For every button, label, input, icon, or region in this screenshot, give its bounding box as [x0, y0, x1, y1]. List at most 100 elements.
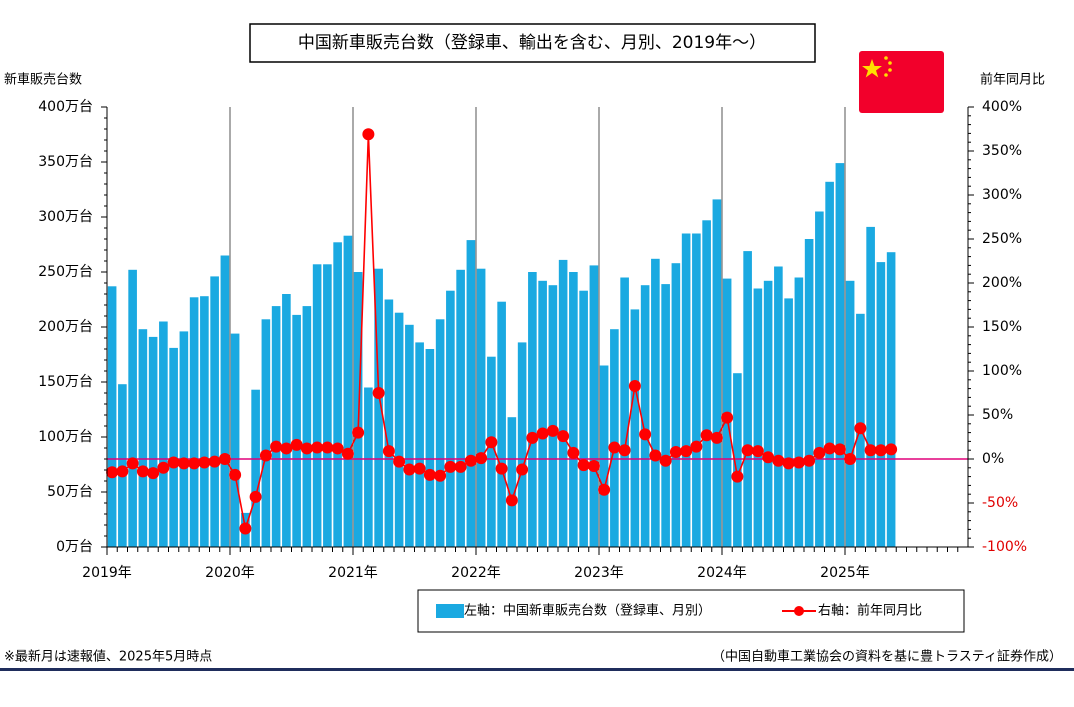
yoy-point	[762, 451, 775, 464]
y2-axis-title: 前年同月比	[980, 72, 1045, 88]
y-tick-label: 200万台	[38, 319, 93, 335]
y2-tick-label: 0%	[982, 451, 1004, 467]
yoy-point	[270, 440, 283, 453]
yoy-point	[782, 457, 795, 470]
chart-title: 中国新車販売台数（登録車、輸出を含む、月別、2019年～）	[298, 33, 766, 53]
yoy-point	[403, 463, 416, 476]
yoy-point	[751, 445, 764, 458]
legend-swatch	[794, 606, 804, 616]
bar	[661, 284, 670, 547]
bar	[558, 259, 568, 547]
yoy-point	[239, 522, 252, 535]
yoy-point	[321, 441, 334, 454]
bar	[384, 299, 394, 547]
bar	[733, 373, 742, 547]
yoy-point	[546, 424, 559, 437]
yoy-point	[382, 445, 395, 458]
yoy-point	[311, 441, 324, 454]
yoy-point	[792, 456, 805, 469]
y-tick-label: 250万台	[38, 264, 93, 280]
bar	[261, 319, 271, 547]
bar	[599, 365, 609, 547]
yoy-point	[198, 456, 211, 469]
legend-label: 右軸：前年同月比	[818, 603, 922, 619]
yoy-point	[741, 444, 754, 457]
yoy-point	[300, 442, 313, 455]
bar	[476, 268, 486, 547]
yoy-point	[393, 455, 406, 468]
yoy-point	[649, 449, 662, 462]
yoy-point	[413, 462, 426, 475]
bar	[743, 251, 752, 547]
bar	[282, 294, 291, 547]
yoy-point	[208, 455, 221, 468]
bar	[446, 290, 455, 547]
bar	[548, 285, 558, 547]
yoy-point	[536, 427, 549, 440]
bar	[425, 349, 435, 547]
bar	[394, 312, 404, 547]
yoy-point	[249, 490, 262, 503]
bar	[835, 163, 845, 547]
x-tick-label: 2023年	[574, 565, 624, 581]
bar	[610, 329, 619, 547]
y2-tick-label: 350%	[982, 143, 1022, 159]
x-tick-label: 2025年	[820, 565, 870, 581]
bar	[497, 301, 506, 547]
bar	[302, 306, 312, 547]
x-tick-label: 2020年	[205, 565, 255, 581]
bar	[292, 314, 301, 547]
bar	[179, 331, 189, 547]
yoy-point	[362, 128, 375, 141]
bar	[405, 324, 414, 547]
bar	[128, 269, 137, 547]
bar	[507, 417, 517, 547]
bar	[886, 252, 896, 547]
bar	[323, 264, 332, 547]
yoy-point	[157, 461, 170, 474]
footer-rule	[0, 668, 1074, 671]
yoy-point	[864, 444, 877, 457]
yoy-point	[628, 379, 641, 392]
yoy-point	[464, 454, 477, 467]
yoy-point	[188, 457, 201, 470]
bar	[251, 389, 260, 547]
yoy-point	[669, 445, 682, 458]
yoy-point	[874, 444, 887, 457]
y-tick-label: 400万台	[38, 99, 93, 115]
plot-area: 2019年 2020年 2021年 2022年 2023年 2024年 2025年 0万台 50…	[38, 99, 1027, 581]
yoy-point	[485, 436, 498, 449]
y-axis-title: 新車販売台数	[4, 72, 82, 88]
y-tick-label: 0万台	[56, 539, 93, 555]
yoy-point	[259, 449, 272, 462]
flag-star	[888, 68, 892, 72]
yoy-point	[167, 456, 180, 469]
yoy-point	[608, 441, 621, 454]
y2-tick-label: 300%	[982, 187, 1022, 203]
x-tick-label: 2022年	[451, 565, 501, 581]
y-tick-label: 300万台	[38, 209, 93, 225]
bar	[343, 235, 353, 547]
yoy-point	[444, 460, 457, 473]
bar	[415, 342, 424, 547]
bar	[230, 333, 240, 547]
bar	[312, 264, 322, 547]
yoy-point	[731, 470, 744, 483]
yoy-point	[516, 463, 529, 476]
title-box	[249, 23, 816, 63]
yoy-point	[598, 483, 611, 496]
yoy-point	[475, 452, 488, 465]
yoy-point	[352, 426, 365, 439]
bar	[517, 342, 527, 547]
bar	[538, 280, 547, 547]
yoy-point	[567, 446, 580, 459]
legend	[417, 589, 965, 633]
yoy-point	[454, 460, 467, 473]
bar	[159, 321, 168, 547]
flag-star	[862, 59, 882, 78]
bar	[169, 347, 178, 547]
yoy-point	[331, 442, 344, 455]
bar	[456, 269, 465, 547]
bar	[815, 211, 824, 547]
